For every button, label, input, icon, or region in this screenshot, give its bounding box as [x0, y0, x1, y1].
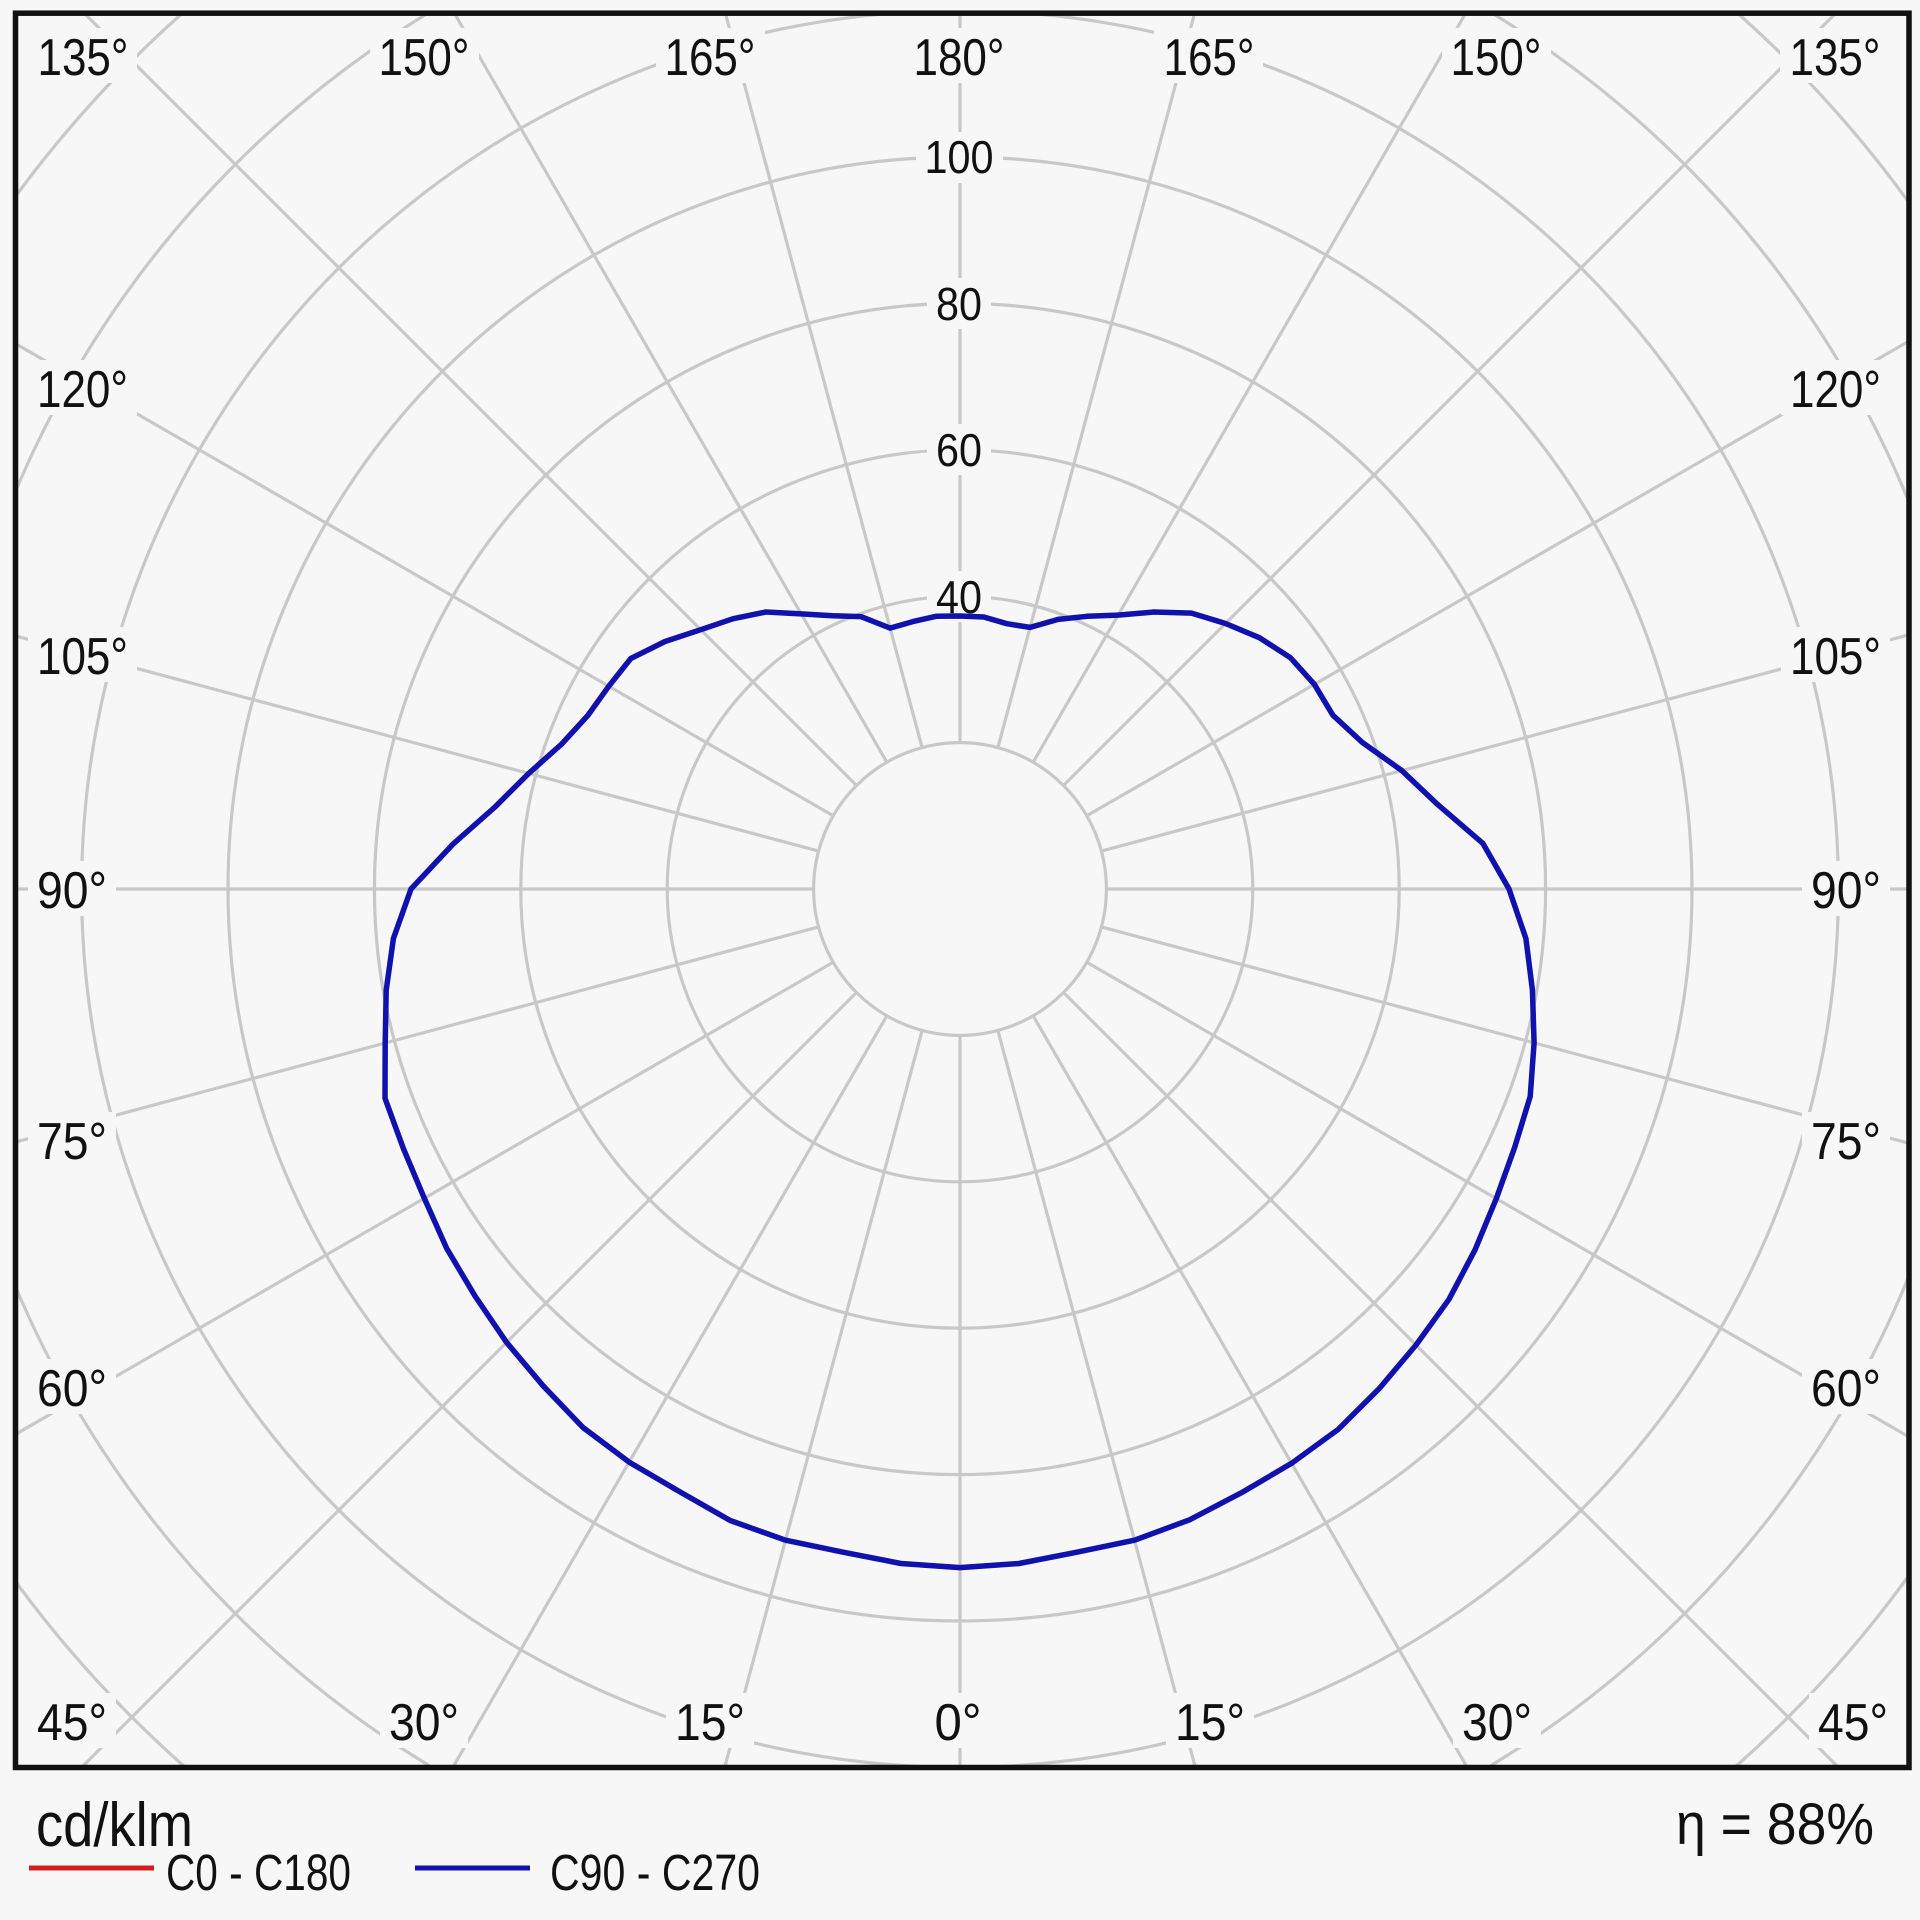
- svg-text:cd/klm: cd/klm: [36, 1791, 193, 1860]
- svg-text:80: 80: [936, 278, 982, 330]
- svg-text:150°: 150°: [1451, 29, 1542, 87]
- svg-text:30°: 30°: [389, 1694, 459, 1752]
- svg-text:105°: 105°: [37, 628, 128, 686]
- svg-text:45°: 45°: [1818, 1694, 1888, 1752]
- svg-text:135°: 135°: [1790, 29, 1881, 87]
- svg-text:135°: 135°: [38, 29, 129, 87]
- svg-text:15°: 15°: [1175, 1694, 1245, 1752]
- svg-text:150°: 150°: [379, 29, 470, 87]
- svg-text:60°: 60°: [1811, 1360, 1881, 1418]
- svg-text:100: 100: [925, 131, 994, 183]
- svg-text:15°: 15°: [675, 1694, 745, 1752]
- svg-text:η = 88%: η = 88%: [1676, 1792, 1874, 1857]
- svg-text:60: 60: [936, 424, 982, 476]
- svg-text:C90 - C270: C90 - C270: [550, 1844, 760, 1901]
- svg-text:120°: 120°: [1790, 361, 1881, 419]
- svg-text:75°: 75°: [1811, 1113, 1881, 1171]
- svg-text:90°: 90°: [37, 862, 107, 920]
- svg-text:60°: 60°: [37, 1360, 107, 1418]
- svg-text:165°: 165°: [1164, 29, 1255, 87]
- svg-text:90°: 90°: [1811, 862, 1881, 920]
- svg-text:75°: 75°: [37, 1113, 107, 1171]
- svg-text:165°: 165°: [665, 29, 756, 87]
- svg-text:30°: 30°: [1462, 1694, 1532, 1752]
- svg-text:105°: 105°: [1790, 628, 1881, 686]
- svg-text:0°: 0°: [935, 1694, 982, 1752]
- svg-text:180°: 180°: [914, 29, 1005, 87]
- svg-text:45°: 45°: [37, 1694, 107, 1752]
- svg-text:C0 - C180: C0 - C180: [166, 1844, 351, 1901]
- svg-text:120°: 120°: [37, 361, 128, 419]
